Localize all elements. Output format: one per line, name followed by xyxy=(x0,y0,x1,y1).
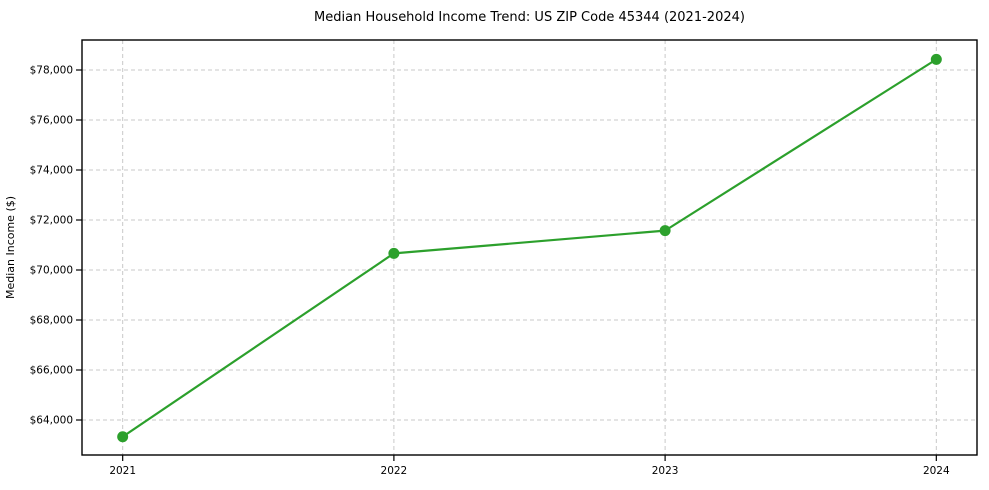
y-tick-label: $64,000 xyxy=(30,415,73,427)
axis-ticks: $64,000 $66,000 $68,000 $70,000 $72,000 $74,0… xyxy=(30,65,950,477)
y-tick-label: $66,000 xyxy=(30,365,73,377)
y-axis-label: Median Income ($) xyxy=(4,196,17,299)
y-tick-label: $74,000 xyxy=(30,165,73,177)
data-point-2023 xyxy=(659,225,671,237)
data-point-2024 xyxy=(930,53,942,65)
x-tick-label: 2023 xyxy=(652,465,679,477)
gridlines xyxy=(82,40,977,455)
y-tick-label: $78,000 xyxy=(30,65,73,77)
y-tick-label: $72,000 xyxy=(30,215,73,227)
x-tick-label: 2022 xyxy=(381,465,408,477)
chart-title: Median Household Income Trend: US ZIP Co… xyxy=(314,10,745,25)
y-tick-label: $76,000 xyxy=(30,115,73,127)
data-point-2021 xyxy=(117,431,129,443)
data-point-2022 xyxy=(388,247,400,259)
y-tick-label: $68,000 xyxy=(30,315,73,327)
x-tick-label: 2021 xyxy=(109,465,136,477)
x-tick-label: 2024 xyxy=(923,465,950,477)
data-series xyxy=(117,53,942,443)
plot-border xyxy=(81,39,978,456)
trend-line xyxy=(122,58,937,438)
y-tick-label: $70,000 xyxy=(30,265,73,277)
